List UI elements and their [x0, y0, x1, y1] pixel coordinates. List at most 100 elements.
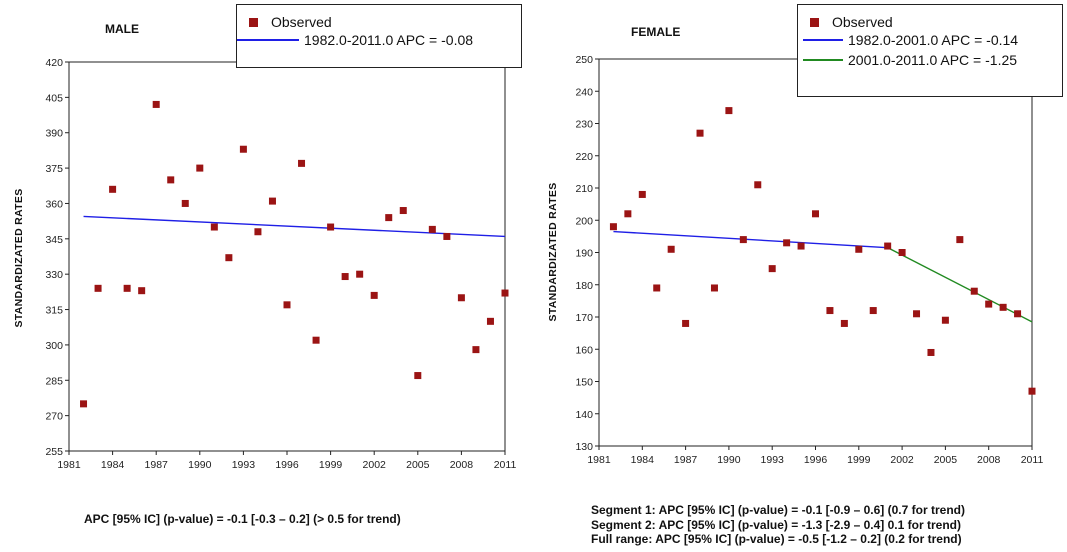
x-tick-label: 2002: [363, 459, 387, 471]
observed-point: [739, 236, 747, 244]
observed-point: [341, 273, 349, 281]
observed-point: [268, 197, 276, 205]
observed-point: [696, 129, 704, 137]
y-tick-label: 130: [575, 441, 593, 453]
y-tick-label: 170: [575, 312, 593, 324]
observed-point: [710, 284, 718, 292]
observed-point: [109, 185, 117, 193]
y-tick-label: 375: [45, 163, 63, 175]
blue-line-icon: [237, 39, 299, 41]
male-apc-note-line: APC [95% IC] (p-value) = -0.1 [-0.3 – 0.…: [84, 512, 401, 526]
observed-point: [94, 284, 102, 292]
plot-frame: [68, 61, 506, 452]
legend-label-observed: Observed: [271, 14, 332, 30]
female-apc-note-segment-1: Segment 1: APC [95% IC] (p-value) = -0.1…: [591, 503, 965, 517]
observed-point: [869, 307, 877, 315]
y-tick-label: 250: [575, 54, 593, 66]
female-apc-note-full-range: Full range: APC [95% IC] (p-value) = -0.…: [591, 532, 962, 546]
observed-point: [196, 164, 204, 172]
observed-point: [927, 348, 935, 356]
observed-point: [956, 236, 964, 244]
observed-point: [609, 223, 617, 231]
observed-point: [138, 287, 146, 295]
observed-point: [826, 307, 834, 315]
observed-point: [985, 300, 993, 308]
female-chart: 130 140 150 160 170 180 190 200 210 220 230 240 250 1…: [547, 25, 1043, 466]
chart-title: FEMALE: [631, 25, 680, 39]
observed-point: [884, 242, 892, 250]
blue-line-icon: [803, 39, 843, 41]
observed-point: [783, 239, 791, 247]
observed-point: [283, 301, 291, 309]
y-tick-label: 270: [45, 411, 63, 423]
female-apc-notes: Segment 1: APC [95% IC] (p-value) = -0.1…: [591, 503, 965, 547]
female-legend: Observed 1982.0-2001.0 APC = -0.14 2001.…: [797, 4, 1063, 97]
observed-point: [370, 291, 378, 299]
x-tick-label: 1984: [631, 454, 655, 466]
observed-point: [428, 225, 436, 233]
observed-point: [225, 254, 233, 262]
legend-label-seg2: 2001.0-2011.0 APC = -1.25: [848, 52, 1018, 68]
legend-item-observed: Observed: [798, 13, 893, 31]
x-tick-label: 1981: [57, 459, 81, 471]
observed-point: [486, 317, 494, 325]
x-tick-label: 1981: [587, 454, 611, 466]
observed-marker-icon: [810, 17, 819, 27]
y-tick-label: 330: [45, 269, 63, 281]
observed-point: [898, 249, 906, 256]
observed-point: [123, 284, 131, 292]
y-tick-label: 200: [575, 215, 593, 227]
green-line-icon: [803, 59, 843, 61]
y-tick-label: 180: [575, 280, 593, 292]
y-tick-label: 315: [45, 305, 63, 317]
x-tick-label: 1999: [319, 459, 343, 471]
male-apc-note: APC [95% IC] (p-value) = -0.1 [-0.3 – 0.…: [84, 512, 401, 527]
y-tick-label: 210: [575, 183, 593, 195]
male-chart: 255 270 285 300 315 330 345 360 375 390 405 420 1981…: [13, 22, 517, 471]
plot-frame: [598, 58, 1033, 447]
female-chart-panel: 130 140 150 160 170 180 190 200 210 220 230 240 250 1…: [535, 0, 1067, 552]
y-axis-title: STANDARDIZATED RATES: [547, 183, 559, 322]
observed-point: [1014, 310, 1022, 318]
y-tick-label: 345: [45, 234, 63, 246]
legend-label-seg1: 1982.0-2001.0 APC = -0.14: [848, 32, 1019, 48]
observed-point: [443, 232, 451, 240]
observed-point: [624, 210, 632, 218]
legend-item-seg1: 1982.0-2001.0 APC = -0.14: [798, 31, 1018, 49]
observed-marker-icon: [249, 17, 258, 27]
observed-point: [298, 159, 306, 167]
x-tick-label: 1993: [761, 454, 785, 466]
observed-point: [239, 145, 247, 153]
x-tick-label: 1996: [275, 459, 299, 471]
observed-point: [682, 319, 690, 327]
x-tick-label: 1987: [145, 459, 169, 471]
x-tick-label: 2008: [450, 459, 474, 471]
legend-item-observed: Observed: [237, 13, 332, 31]
male-legend: Observed 1982.0-2011.0 APC = -0.08: [236, 4, 522, 68]
y-tick-label: 140: [575, 409, 593, 421]
observed-point: [999, 303, 1007, 311]
observed-point: [797, 242, 805, 250]
x-tick-label: 2005: [406, 459, 430, 471]
y-tick-label: 230: [575, 119, 593, 131]
x-tick-label: 1984: [101, 459, 125, 471]
observed-point: [254, 228, 262, 236]
observed-point: [210, 223, 218, 231]
observed-point: [653, 284, 661, 292]
x-tick-label: 1993: [232, 459, 256, 471]
observed-point: [80, 400, 88, 408]
x-tick-label: 2005: [934, 454, 958, 466]
y-tick-label: 405: [45, 92, 63, 104]
observed-point: [152, 100, 160, 108]
legend-item-seg1: 1982.0-2011.0 APC = -0.08: [237, 31, 473, 49]
x-tick-label: 2011: [494, 459, 517, 471]
trend-line-segment: [83, 215, 506, 238]
x-tick-label: 1987: [674, 454, 698, 466]
y-tick-label: 240: [575, 86, 593, 98]
y-tick-label: 420: [45, 57, 63, 69]
x-tick-label: 1996: [804, 454, 828, 466]
observed-point: [181, 199, 189, 207]
y-tick-label: 255: [45, 446, 63, 458]
observed-point: [501, 289, 509, 297]
chart-title: MALE: [105, 22, 139, 36]
